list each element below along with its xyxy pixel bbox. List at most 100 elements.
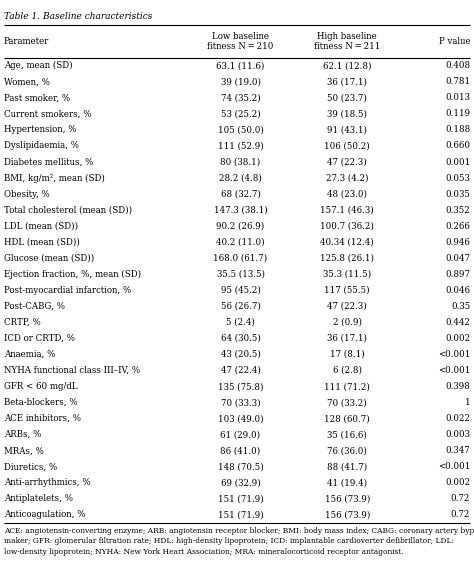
Text: 168.0 (61.7): 168.0 (61.7) (213, 254, 268, 263)
Text: 125.8 (26.1): 125.8 (26.1) (320, 254, 374, 263)
Text: Dyslipidaemia, %: Dyslipidaemia, % (4, 141, 79, 150)
Text: 36 (17.1): 36 (17.1) (327, 334, 367, 343)
Text: 53 (25.2): 53 (25.2) (221, 109, 260, 118)
Text: Antiplatelets, %: Antiplatelets, % (4, 494, 73, 503)
Text: BMI, kg/m², mean (SD): BMI, kg/m², mean (SD) (4, 173, 105, 183)
Text: 90.2 (26.9): 90.2 (26.9) (217, 222, 264, 231)
Text: 47 (22.3): 47 (22.3) (328, 302, 367, 311)
Text: 111 (52.9): 111 (52.9) (218, 141, 264, 150)
Text: 0.35: 0.35 (451, 302, 470, 311)
Text: 47 (22.3): 47 (22.3) (328, 158, 367, 167)
Text: 0.003: 0.003 (445, 430, 470, 439)
Text: 111 (71.2): 111 (71.2) (324, 382, 370, 391)
Text: CRTP, %: CRTP, % (4, 318, 41, 327)
Text: ICD or CRTD, %: ICD or CRTD, % (4, 334, 75, 343)
Text: 135 (75.8): 135 (75.8) (218, 382, 263, 391)
Text: 0.053: 0.053 (446, 173, 470, 182)
Text: 2 (0.9): 2 (0.9) (333, 318, 362, 327)
Text: 70 (33.2): 70 (33.2) (328, 398, 367, 407)
Text: 56 (26.7): 56 (26.7) (220, 302, 261, 311)
Text: 0.72: 0.72 (451, 511, 470, 519)
Text: Beta-blockers, %: Beta-blockers, % (4, 398, 77, 407)
Text: GFR < 60 mg/dL: GFR < 60 mg/dL (4, 382, 77, 391)
Text: Diabetes mellitus, %: Diabetes mellitus, % (4, 158, 93, 167)
Text: Current smokers, %: Current smokers, % (4, 109, 91, 118)
Text: 27.3 (4.2): 27.3 (4.2) (326, 173, 368, 182)
Text: 103 (49.0): 103 (49.0) (218, 414, 264, 423)
Text: 35 (16.6): 35 (16.6) (327, 430, 367, 439)
Text: Post-myocardial infarction, %: Post-myocardial infarction, % (4, 286, 131, 295)
Text: 61 (29.0): 61 (29.0) (220, 430, 261, 439)
Text: 0.013: 0.013 (445, 93, 470, 102)
Text: ARBs, %: ARBs, % (4, 430, 41, 439)
Text: Age, mean (SD): Age, mean (SD) (4, 61, 73, 70)
Text: ACE: angiotensin-converting enzyme; ARB: angiotensin receptor blocker; BMI: body: ACE: angiotensin-converting enzyme; ARB:… (4, 527, 474, 555)
Text: HDL (mean (SD)): HDL (mean (SD)) (4, 238, 80, 247)
Text: 6 (2.8): 6 (2.8) (333, 366, 362, 375)
Text: 40.2 (11.0): 40.2 (11.0) (216, 238, 265, 247)
Text: 91 (43.1): 91 (43.1) (327, 126, 367, 135)
Text: Anaemia, %: Anaemia, % (4, 350, 55, 359)
Text: 43 (20.5): 43 (20.5) (220, 350, 261, 359)
Text: 68 (32.7): 68 (32.7) (220, 190, 261, 199)
Text: 64 (30.5): 64 (30.5) (220, 334, 261, 343)
Text: Anticoagulation, %: Anticoagulation, % (4, 511, 85, 519)
Text: 0.001: 0.001 (445, 158, 470, 167)
Text: 0.022: 0.022 (445, 414, 470, 423)
Text: 0.188: 0.188 (445, 126, 470, 135)
Text: 0.946: 0.946 (446, 238, 470, 247)
Text: 148 (70.5): 148 (70.5) (218, 462, 264, 471)
Text: LDL (mean (SD)): LDL (mean (SD)) (4, 222, 78, 231)
Text: <0.001: <0.001 (438, 462, 470, 471)
Text: Ejection fraction, %, mean (SD): Ejection fraction, %, mean (SD) (4, 270, 141, 279)
Text: 106 (50.2): 106 (50.2) (324, 141, 370, 150)
Text: Anti-arrhythmics, %: Anti-arrhythmics, % (4, 479, 91, 488)
Text: 76 (36.0): 76 (36.0) (327, 446, 367, 455)
Text: Table 1. Baseline characteristics: Table 1. Baseline characteristics (4, 12, 152, 21)
Text: 88 (41.7): 88 (41.7) (327, 462, 367, 471)
Text: 0.408: 0.408 (445, 61, 470, 70)
Text: 62.1 (12.8): 62.1 (12.8) (323, 61, 372, 70)
Text: Total cholesterol (mean (SD)): Total cholesterol (mean (SD)) (4, 206, 132, 215)
Text: 0.266: 0.266 (446, 222, 470, 231)
Text: 105 (50.0): 105 (50.0) (218, 126, 264, 135)
Text: 128 (60.7): 128 (60.7) (324, 414, 370, 423)
Text: 0.72: 0.72 (451, 494, 470, 503)
Text: 1: 1 (465, 398, 470, 407)
Text: 157.1 (46.3): 157.1 (46.3) (320, 206, 374, 215)
Text: 0.897: 0.897 (445, 270, 470, 279)
Text: 36 (17.1): 36 (17.1) (327, 77, 367, 86)
Text: High baseline
fitness N = 211: High baseline fitness N = 211 (314, 31, 381, 52)
Text: 63.1 (11.6): 63.1 (11.6) (216, 61, 265, 70)
Text: 156 (73.9): 156 (73.9) (325, 494, 370, 503)
Text: <0.001: <0.001 (438, 366, 470, 375)
Text: 0.046: 0.046 (445, 286, 470, 295)
Text: 0.442: 0.442 (446, 318, 470, 327)
Text: 0.119: 0.119 (445, 109, 470, 118)
Text: 147.3 (38.1): 147.3 (38.1) (214, 206, 267, 215)
Text: 17 (8.1): 17 (8.1) (330, 350, 365, 359)
Text: 35.3 (11.5): 35.3 (11.5) (323, 270, 371, 279)
Text: 0.002: 0.002 (445, 479, 470, 488)
Text: 156 (73.9): 156 (73.9) (325, 511, 370, 519)
Text: Past smoker, %: Past smoker, % (4, 93, 70, 102)
Text: 0.047: 0.047 (445, 254, 470, 263)
Text: Glucose (mean (SD)): Glucose (mean (SD)) (4, 254, 94, 263)
Text: 28.2 (4.8): 28.2 (4.8) (219, 173, 262, 182)
Text: MRAs, %: MRAs, % (4, 446, 44, 455)
Text: NYHA functional class III–IV, %: NYHA functional class III–IV, % (4, 366, 140, 375)
Text: Hypertension, %: Hypertension, % (4, 126, 76, 135)
Text: 35.5 (13.5): 35.5 (13.5) (217, 270, 264, 279)
Text: Obesity, %: Obesity, % (4, 190, 50, 199)
Text: 47 (22.4): 47 (22.4) (220, 366, 261, 375)
Text: 117 (55.5): 117 (55.5) (324, 286, 370, 295)
Text: Low baseline
fitness N = 210: Low baseline fitness N = 210 (207, 31, 274, 52)
Text: 69 (32.9): 69 (32.9) (221, 479, 260, 488)
Text: P value: P value (438, 37, 470, 46)
Text: 0.781: 0.781 (445, 77, 470, 86)
Text: 86 (41.0): 86 (41.0) (220, 446, 261, 455)
Text: Parameter: Parameter (4, 37, 49, 46)
Text: 0.347: 0.347 (446, 446, 470, 455)
Text: 100.7 (36.2): 100.7 (36.2) (320, 222, 374, 231)
Text: 70 (33.3): 70 (33.3) (221, 398, 260, 407)
